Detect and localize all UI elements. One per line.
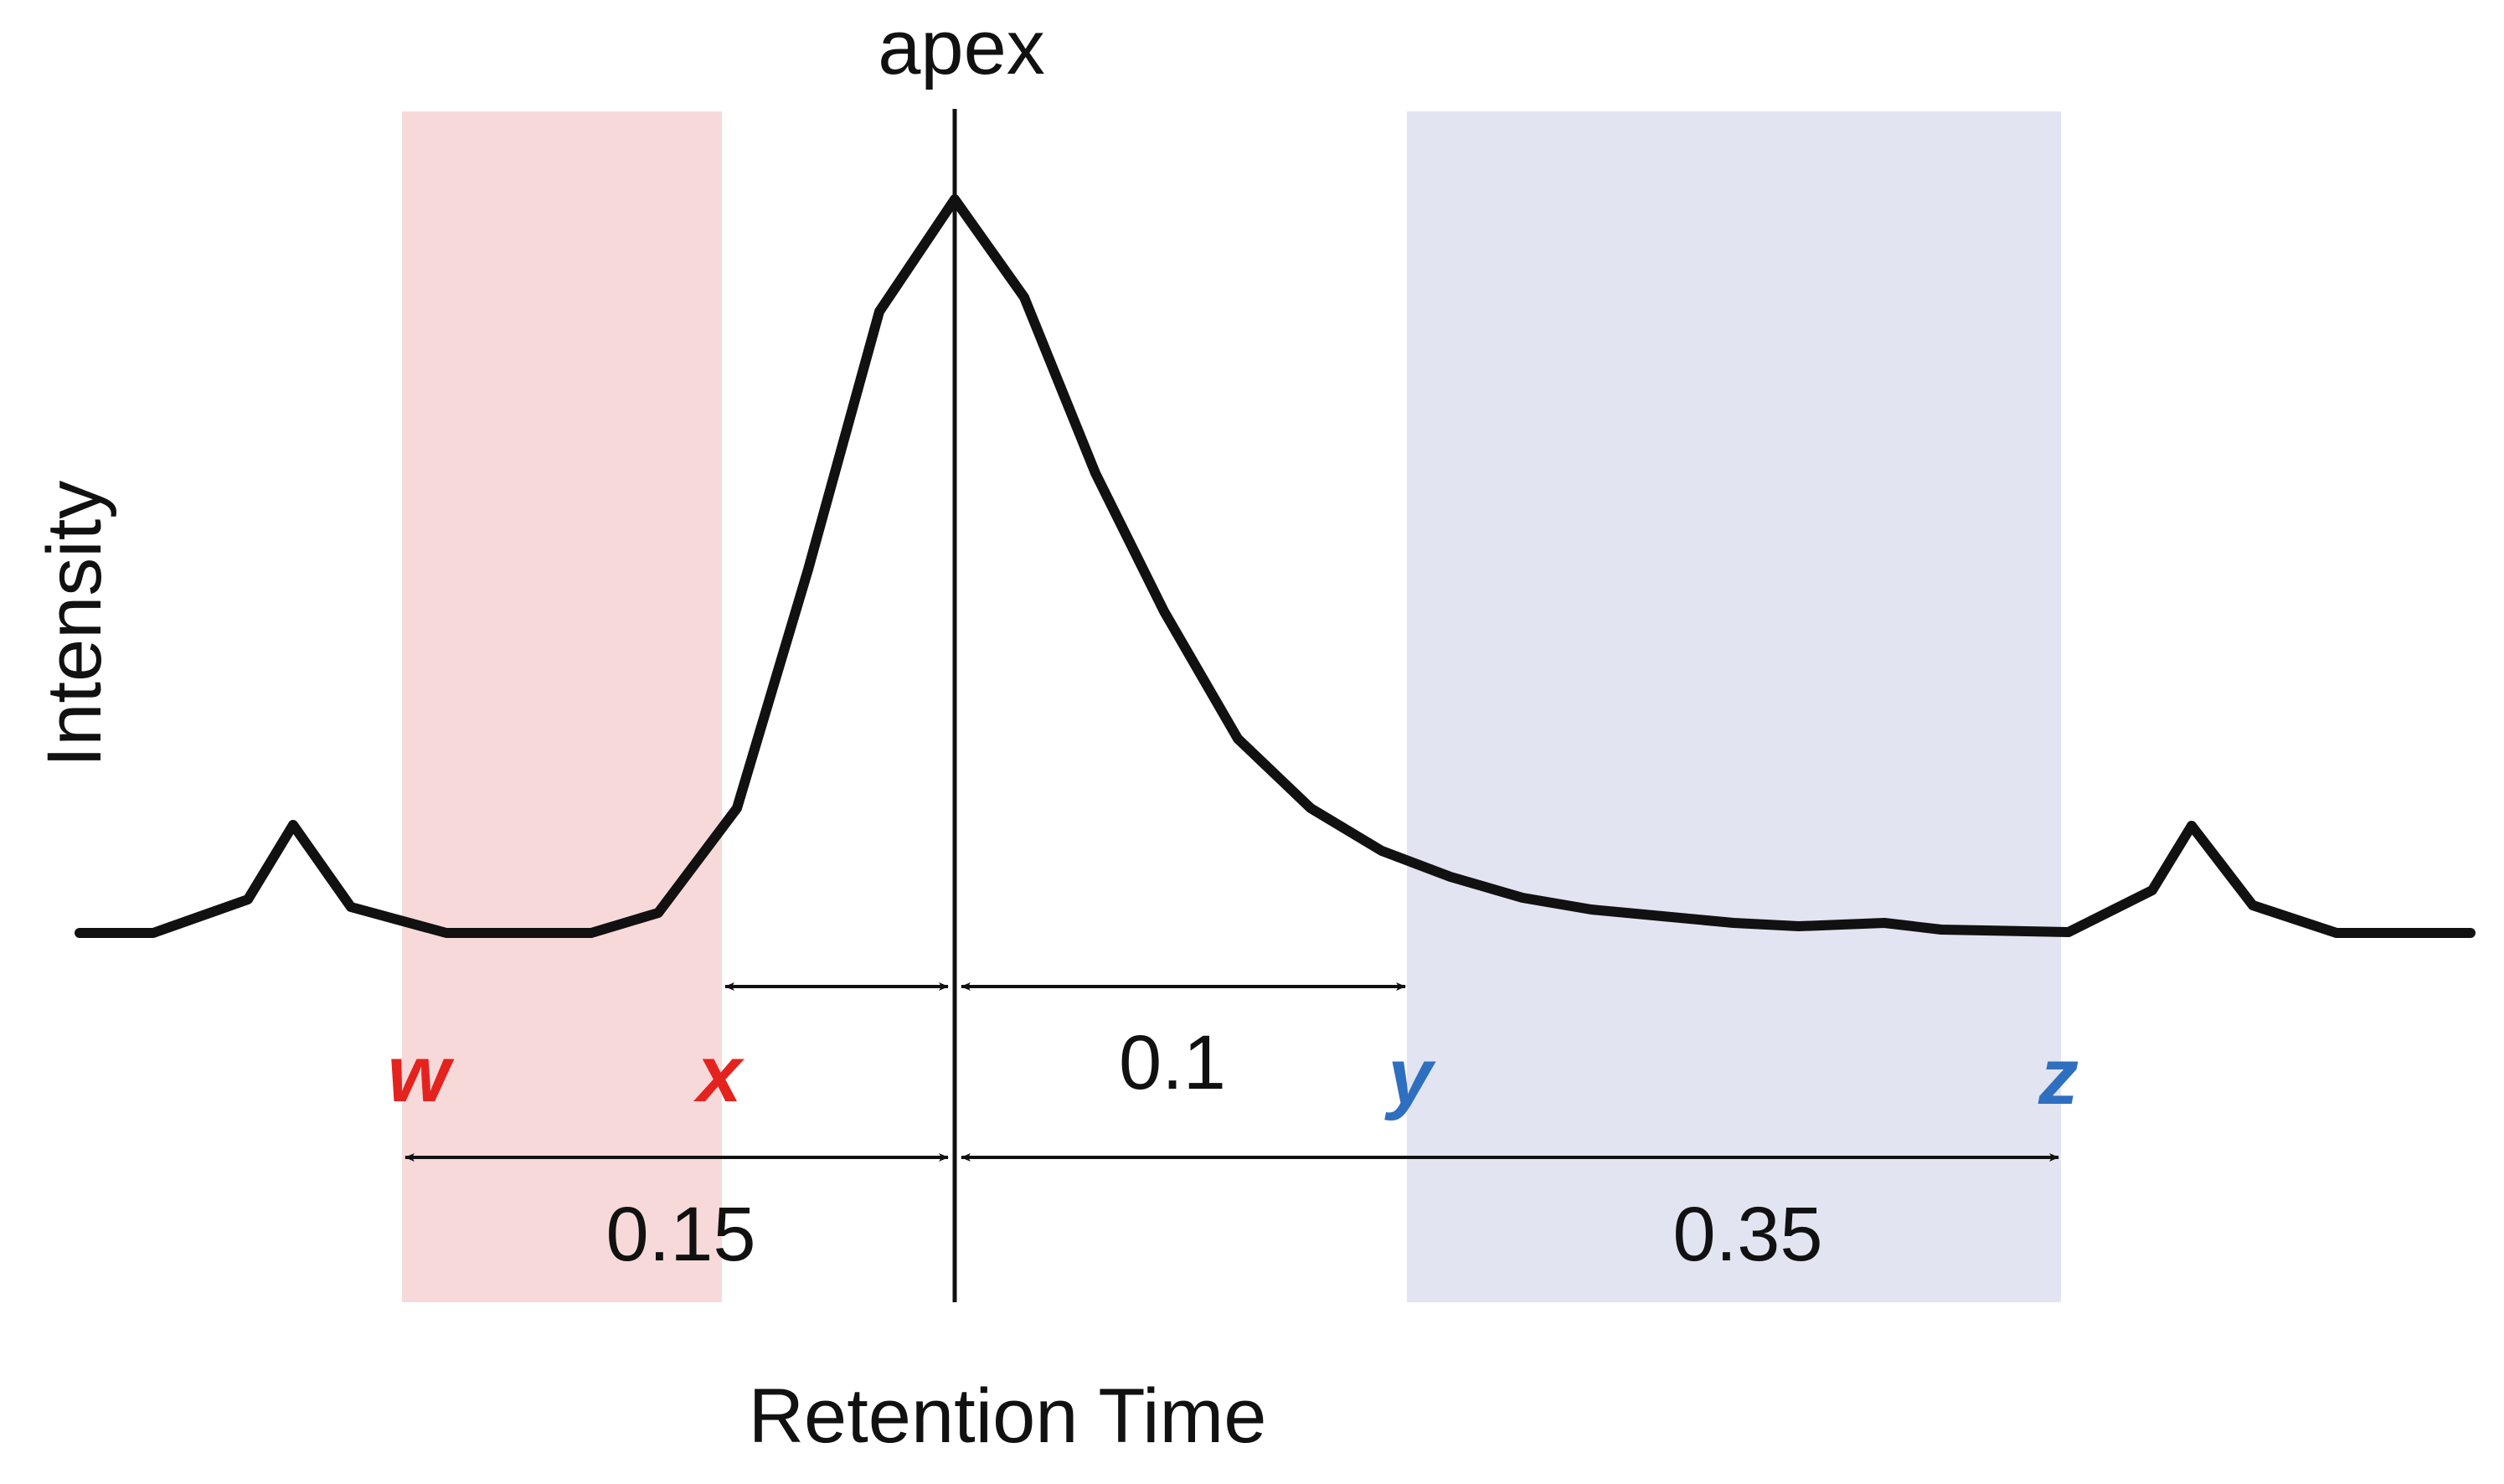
apex-label: apex xyxy=(878,5,1045,90)
chromatogram-trace xyxy=(75,194,2476,938)
point-z-label: z xyxy=(2038,1032,2079,1121)
interval-w-to-apex-label: 0.15 xyxy=(605,1192,755,1277)
point-x-label: x xyxy=(693,1029,745,1119)
point-w-label: w xyxy=(388,1029,455,1119)
interval-apex-to-z-label: 0.35 xyxy=(1672,1192,1822,1277)
interval-apex-to-y-label: 0.1 xyxy=(1119,1020,1226,1105)
left-window-band xyxy=(402,111,722,1302)
y-axis-label: Intensity xyxy=(32,481,117,768)
point-y-label: y xyxy=(1384,1032,1436,1121)
x-axis-label: Retention Time xyxy=(749,1373,1267,1459)
right-window-band xyxy=(1407,111,2061,1302)
